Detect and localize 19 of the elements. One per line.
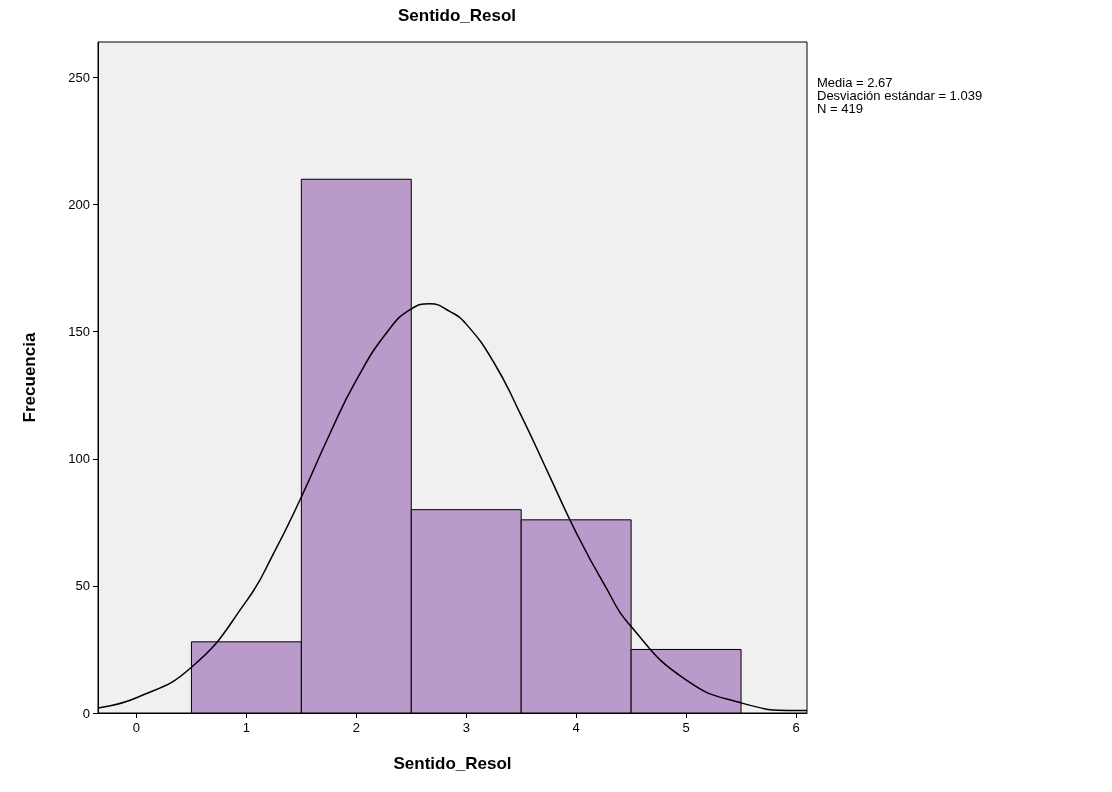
text: Desviación estándar = 1.039 xyxy=(817,88,983,103)
y-tick-label: 100 xyxy=(68,451,90,467)
chart-title: Sentido_Resol xyxy=(397,6,517,25)
x-tick-label: 1 xyxy=(242,720,251,735)
y-tick-label: 150 xyxy=(68,324,90,340)
y-tick-label: 200 xyxy=(68,197,90,213)
x-tick-label: 6 xyxy=(792,720,800,735)
x-tick-label: 0 xyxy=(132,720,141,735)
y-axis-title: Frecuencia xyxy=(20,332,39,423)
y-tick-label: 250 xyxy=(68,70,90,86)
y-tick-label: 50 xyxy=(75,578,90,594)
text: Media = 2.67 xyxy=(817,75,893,90)
x-tick-label: 4 xyxy=(572,720,580,735)
x-tick-label: 3 xyxy=(462,720,470,735)
x-axis-title: Sentido_Resol xyxy=(393,754,512,773)
x-tick-label: 2 xyxy=(352,720,360,735)
text: N = 419 xyxy=(817,101,863,116)
y-tick-label: 0 xyxy=(82,705,90,721)
x-tick-label: 5 xyxy=(682,720,690,735)
